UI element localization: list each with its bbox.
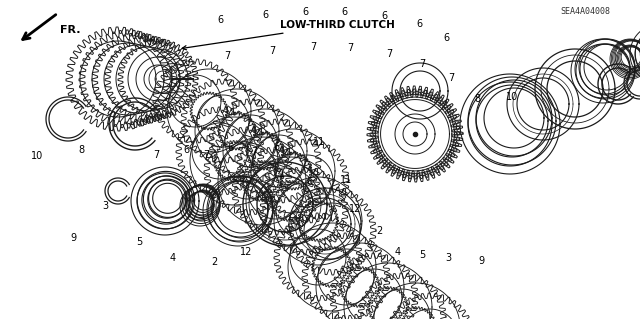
Text: FR.: FR. — [60, 25, 81, 35]
Text: 12: 12 — [349, 204, 362, 214]
Text: 8: 8 — [474, 94, 481, 104]
Text: 12: 12 — [240, 247, 253, 257]
Text: 6: 6 — [303, 7, 309, 17]
Text: 11: 11 — [339, 175, 352, 185]
Text: 2: 2 — [376, 226, 382, 236]
Text: 3: 3 — [445, 253, 451, 263]
Text: 7: 7 — [419, 59, 426, 69]
Text: 9: 9 — [478, 256, 484, 266]
Text: 6: 6 — [306, 177, 312, 187]
Text: SEA4A04008: SEA4A04008 — [560, 6, 610, 16]
Text: 3: 3 — [102, 201, 109, 211]
Text: 7: 7 — [348, 43, 354, 53]
Text: 4: 4 — [170, 253, 176, 263]
Text: 6: 6 — [444, 33, 450, 43]
Text: 1: 1 — [278, 169, 285, 179]
Text: 7: 7 — [154, 150, 160, 160]
Text: 6: 6 — [218, 15, 224, 25]
Text: 6: 6 — [381, 11, 387, 21]
Text: 7: 7 — [204, 150, 210, 160]
Text: 6: 6 — [341, 7, 348, 17]
Text: 7: 7 — [252, 147, 258, 158]
Text: 6: 6 — [416, 19, 422, 29]
Text: 7: 7 — [448, 73, 454, 83]
Text: 5: 5 — [136, 237, 143, 248]
Text: 11: 11 — [312, 137, 325, 147]
Text: 6: 6 — [262, 10, 269, 20]
Text: 6: 6 — [227, 143, 234, 153]
Text: 6: 6 — [273, 142, 280, 152]
Text: 2: 2 — [211, 256, 218, 267]
Text: 9: 9 — [70, 233, 77, 243]
Text: 10: 10 — [31, 151, 44, 161]
Text: LOW-THIRD CLUTCH: LOW-THIRD CLUTCH — [182, 20, 395, 50]
Text: 7: 7 — [269, 46, 275, 56]
Text: 7: 7 — [386, 48, 392, 59]
Text: 4: 4 — [395, 247, 401, 257]
Text: 10: 10 — [506, 92, 518, 102]
Text: 7: 7 — [310, 42, 317, 52]
Text: 8: 8 — [79, 145, 85, 155]
Text: 5: 5 — [419, 250, 426, 260]
Text: 7: 7 — [224, 51, 230, 61]
Text: 6: 6 — [184, 145, 190, 155]
